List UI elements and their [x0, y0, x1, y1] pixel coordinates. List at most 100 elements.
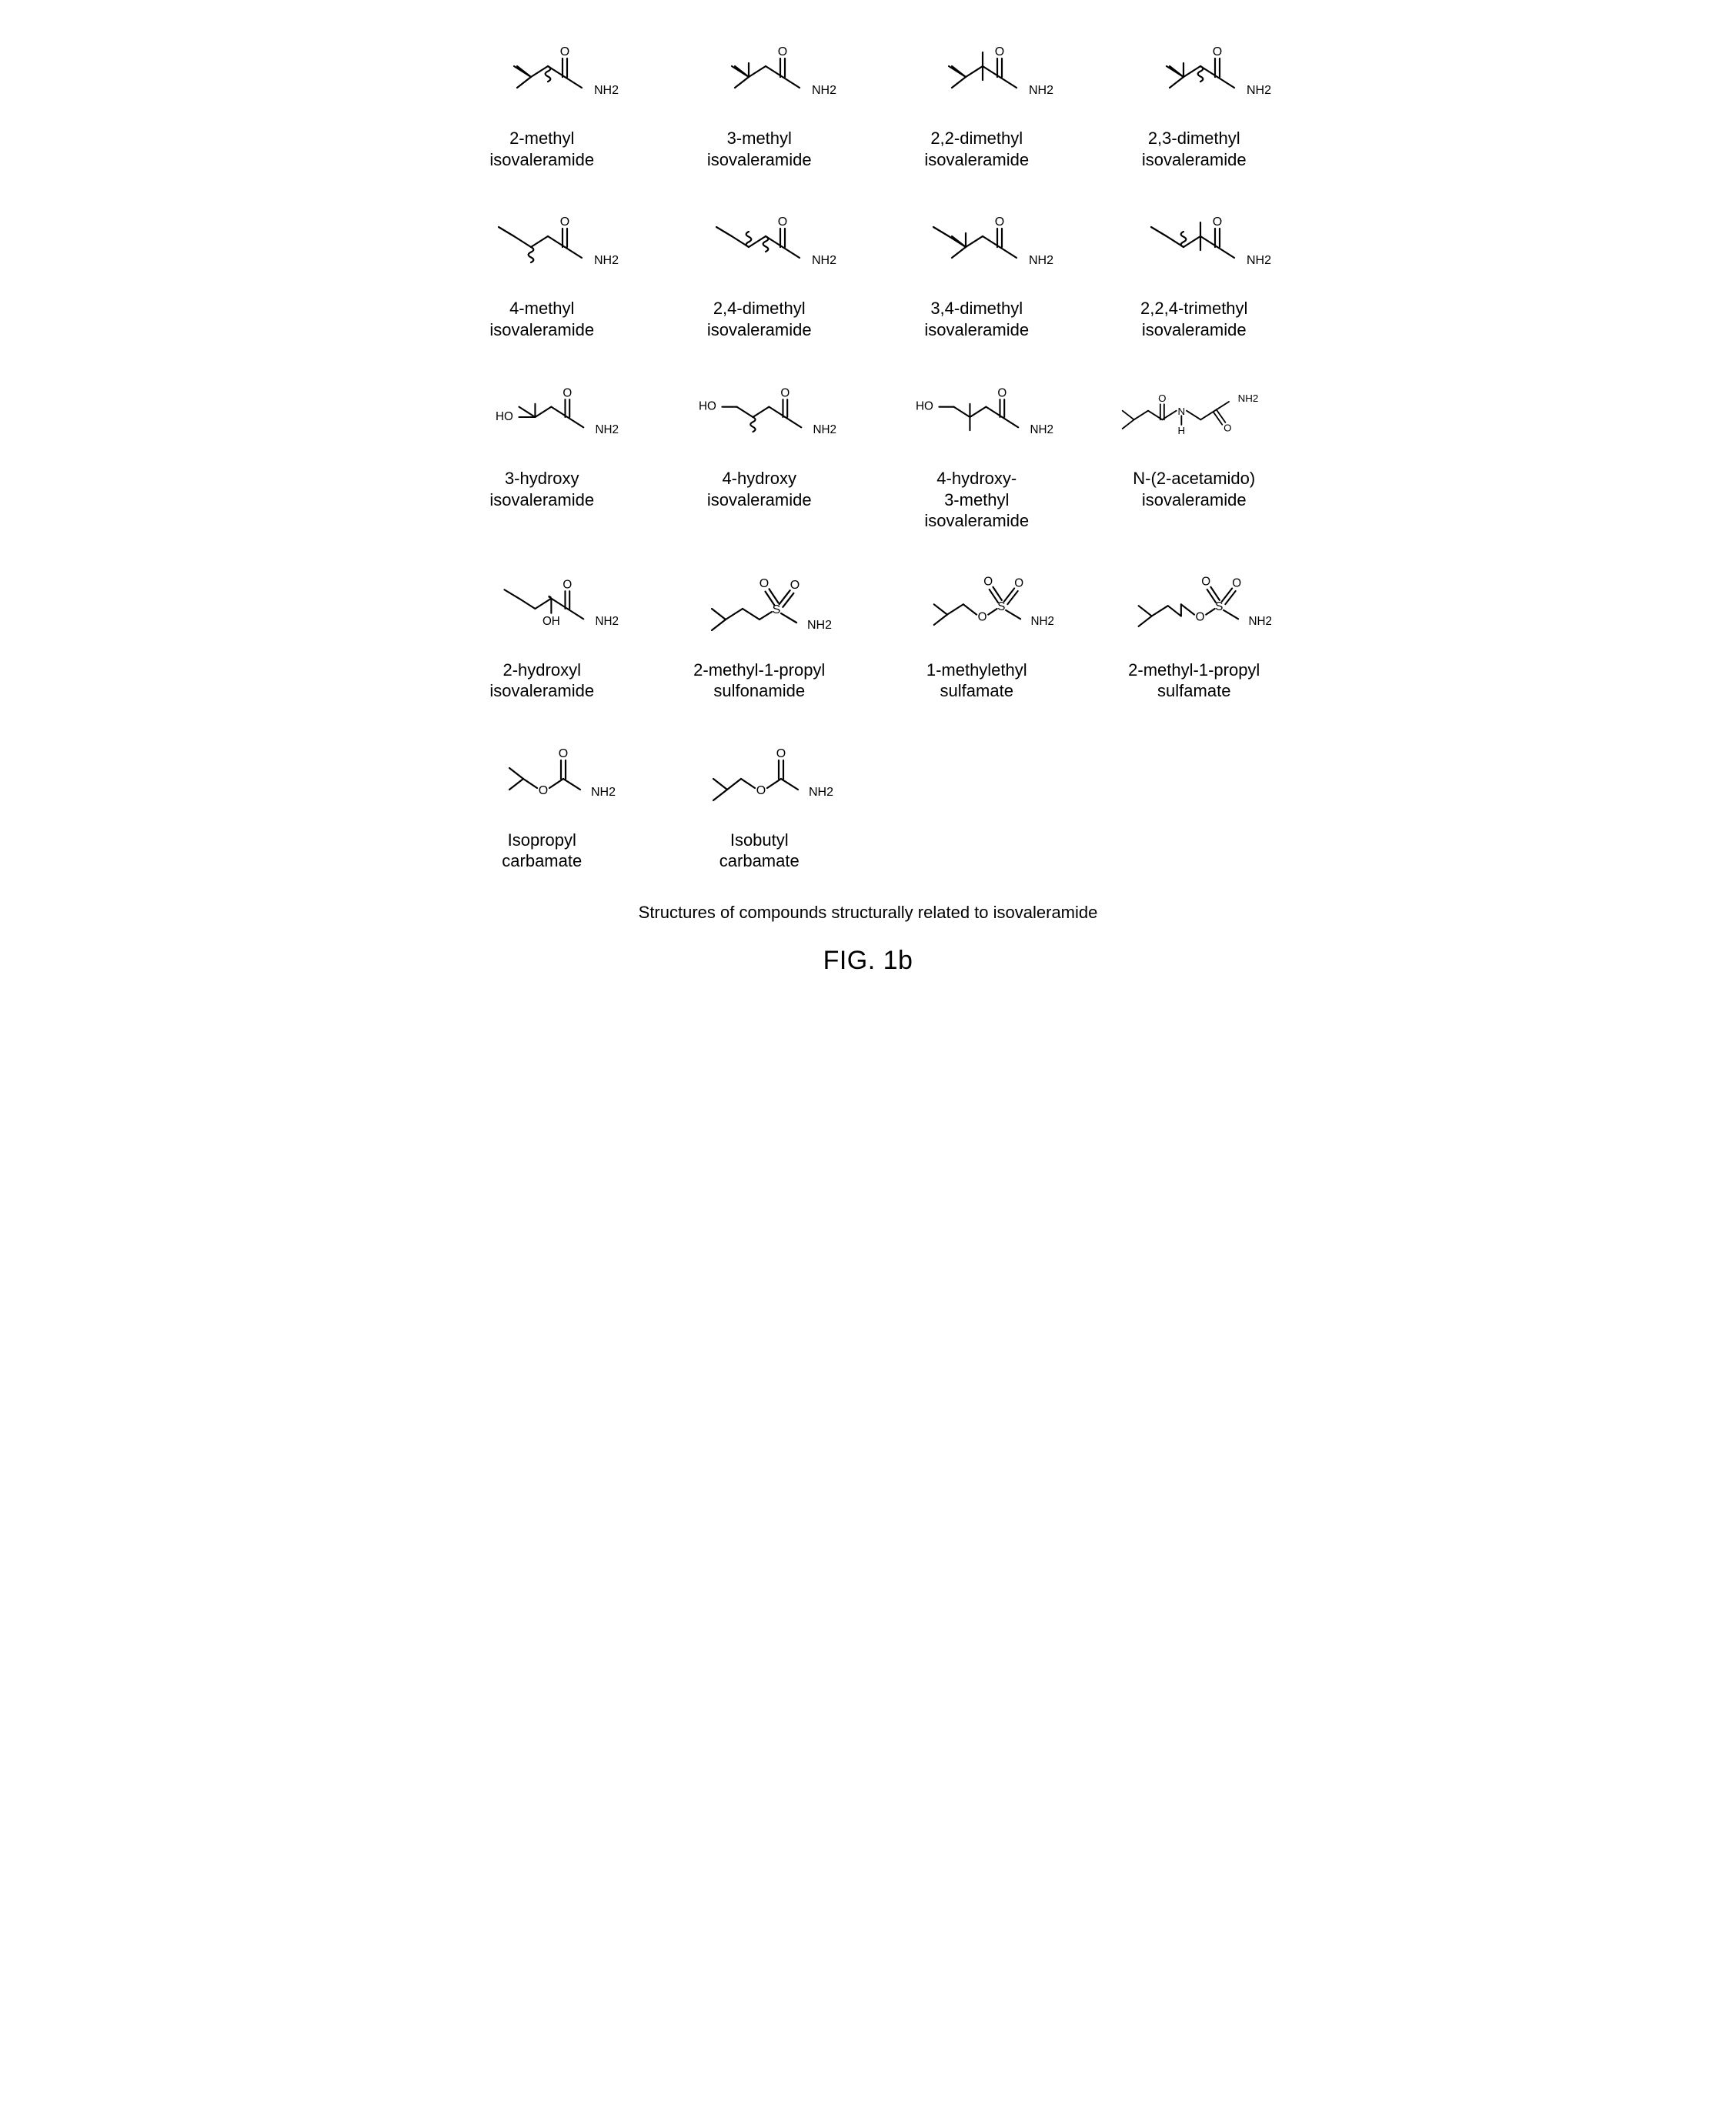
chem-structure: O NH2: [900, 201, 1053, 293]
compound-cell: O NH2 3,4-dimethyl isovaleramide: [900, 201, 1053, 340]
compound-label: 3,4-dimethyl isovaleramide: [924, 298, 1029, 340]
compound-cell: OSOONH21-methylethyl sulfamate: [900, 563, 1053, 702]
svg-text:O: O: [1224, 422, 1231, 434]
compound-cell: O NH2 2,4-dimethyl isovaleramide: [683, 201, 836, 340]
svg-text:NH2: NH2: [1030, 423, 1053, 436]
svg-text:O: O: [1015, 576, 1024, 589]
svg-text:NH2: NH2: [809, 786, 833, 799]
svg-text:O: O: [995, 215, 1004, 229]
compound-label: 4-hydroxy isovaleramide: [707, 468, 812, 510]
svg-text:O: O: [995, 45, 1004, 58]
svg-text:O: O: [776, 747, 786, 760]
compound-cell: O NH2 O Isobutyl carbamate: [683, 733, 836, 872]
compound-cell: O NH2 3-methyl isovaleramide: [683, 31, 836, 170]
compound-label: 2,3-dimethyl isovaleramide: [1142, 128, 1247, 170]
svg-text:O: O: [978, 610, 987, 623]
compound-grid: ONH22-methyl isovaleramideONH23-methyl i…: [445, 31, 1291, 872]
svg-text:H: H: [1177, 425, 1185, 436]
svg-text:O: O: [1158, 392, 1166, 404]
svg-text:O: O: [1195, 610, 1204, 623]
svg-text:O: O: [778, 215, 787, 229]
svg-text:NH2: NH2: [594, 84, 619, 97]
chem-structure: O NH2: [465, 201, 619, 293]
svg-text:NH2: NH2: [1029, 254, 1053, 267]
svg-text:NH2: NH2: [813, 423, 836, 436]
figure-number: FIG. 1b: [445, 946, 1291, 976]
svg-text:HO: HO: [699, 400, 716, 413]
chem-structure: ONH2: [1117, 201, 1271, 293]
compound-cell: O NH2 HO 4-hydroxy- 3-methyl isovaleramide: [900, 371, 1053, 532]
compound-label: 2,2-dimethyl isovaleramide: [924, 128, 1029, 170]
compound-label: 4-hydroxy- 3-methyl isovaleramide: [924, 468, 1029, 532]
chem-structure: O NH2: [683, 201, 836, 293]
compound-cell: SOONH22-methyl-1-propyl sulfonamide: [683, 563, 836, 702]
svg-text:O: O: [780, 387, 790, 400]
compound-label: Isobutyl carbamate: [719, 830, 800, 872]
svg-text:NH2: NH2: [1031, 615, 1054, 628]
compound-label: Isopropyl carbamate: [502, 830, 582, 872]
chem-structure: SOONH2: [683, 563, 836, 655]
svg-text:O: O: [560, 215, 569, 229]
svg-text:NH2: NH2: [807, 619, 832, 632]
svg-text:NH2: NH2: [812, 84, 836, 97]
figure-caption: Structures of compounds structurally rel…: [445, 903, 1291, 923]
svg-text:O: O: [998, 387, 1007, 400]
svg-text:HO: HO: [496, 410, 513, 423]
chem-structure: ONH2OH: [465, 563, 619, 655]
compound-cell: O NH2 HO 3-hydroxy isovaleramide: [465, 371, 619, 532]
svg-text:NH2: NH2: [812, 254, 836, 267]
svg-text:O: O: [778, 45, 787, 58]
svg-text:NH2: NH2: [1247, 254, 1271, 267]
svg-text:NH2: NH2: [1237, 392, 1258, 404]
compound-label: 2,4-dimethyl isovaleramide: [707, 298, 812, 340]
compound-cell: ONH2OH 2-hydroxyl isovaleramide: [465, 563, 619, 702]
svg-text:O: O: [1201, 575, 1210, 588]
compound-cell: OSOONH22-methyl-1-propyl sulfamate: [1117, 563, 1271, 702]
chem-structure: OSOONH2: [1117, 563, 1271, 655]
chem-structure: O NH2 HO: [465, 371, 619, 463]
compound-cell: O NH2 2-methyl isovaleramide: [465, 31, 619, 170]
compound-label: 2-hydroxyl isovaleramide: [489, 660, 594, 702]
chem-structure: OSOONH2: [900, 563, 1053, 655]
svg-text:O: O: [539, 784, 548, 797]
compound-label: 3-methyl isovaleramide: [707, 128, 812, 170]
svg-text:O: O: [1232, 576, 1241, 589]
compound-cell: ONH22,2,4-trimethyl isovaleramide: [1117, 201, 1271, 340]
chem-structure: O NH2: [465, 31, 619, 123]
compound-label: N-(2-acetamido) isovaleramide: [1133, 468, 1255, 510]
svg-text:NH2: NH2: [594, 254, 619, 267]
compound-cell: ONH2 2,3-dimethyl isovaleramide: [1117, 31, 1271, 170]
svg-text:O: O: [790, 579, 800, 592]
svg-text:NH2: NH2: [596, 423, 619, 436]
compound-label: 1-methylethyl sulfamate: [926, 660, 1027, 702]
svg-text:O: O: [560, 45, 569, 58]
compound-cell: O NH2 O Isopropyl carbamate: [465, 733, 619, 872]
svg-text:O: O: [563, 387, 573, 400]
svg-text:O: O: [563, 578, 573, 591]
svg-text:NH2: NH2: [1029, 84, 1053, 97]
compound-label: 2-methyl-1-propyl sulfamate: [1128, 660, 1260, 702]
compound-label: 2-methyl isovaleramide: [489, 128, 594, 170]
figure-container: ONH22-methyl isovaleramideONH23-methyl i…: [445, 31, 1291, 976]
svg-text:OH: OH: [542, 615, 560, 628]
svg-text:O: O: [756, 784, 766, 797]
chem-structure: O NH2: [900, 31, 1053, 123]
chem-structure: ONH2: [1117, 31, 1271, 123]
chem-structure: O NH2 O: [683, 733, 836, 825]
compound-cell: O NH2 4-methyl isovaleramide: [465, 201, 619, 340]
compound-cell: O NH2 2,2-dimethyl isovaleramide: [900, 31, 1053, 170]
svg-text:NH2: NH2: [591, 786, 616, 799]
compound-label: 4-methyl isovaleramide: [489, 298, 594, 340]
chem-structure: O NH2 O: [465, 733, 619, 825]
chem-structure: ONHONH2: [1117, 371, 1271, 463]
svg-text:O: O: [760, 577, 769, 590]
svg-text:HO: HO: [916, 400, 933, 413]
svg-text:O: O: [984, 575, 993, 588]
chem-structure: O NH2 HO: [900, 371, 1053, 463]
compound-cell: ONHONH2N-(2-acetamido) isovaleramide: [1117, 371, 1271, 532]
compound-label: 3-hydroxy isovaleramide: [489, 468, 594, 510]
svg-text:NH2: NH2: [1248, 615, 1271, 628]
svg-text:O: O: [559, 747, 568, 760]
svg-text:NH2: NH2: [1247, 84, 1271, 97]
compound-cell: O NH2 HO 4-hydroxy isovaleramide: [683, 371, 836, 532]
